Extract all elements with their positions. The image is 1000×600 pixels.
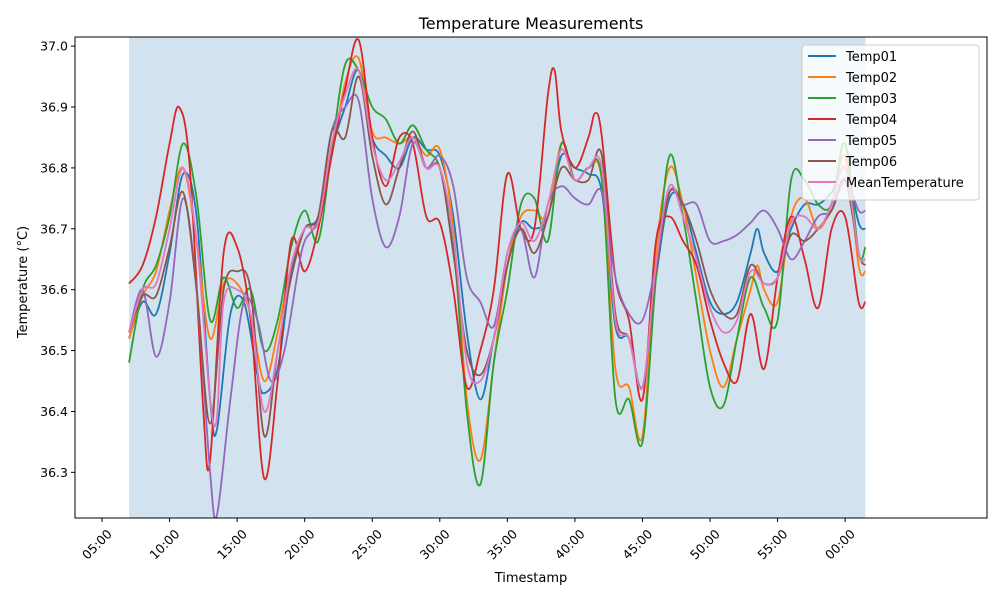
y-tick-label: 36.6 <box>40 282 68 297</box>
legend-box <box>801 44 980 201</box>
y-tick-label: 37.0 <box>40 39 68 54</box>
y-tick-label: 36.3 <box>40 465 68 480</box>
legend-label: MeanTemperature <box>846 176 964 191</box>
legend: Temp01 Temp02 Temp03 Temp04 Temp05 Temp06 Mean… <box>801 44 980 201</box>
y-axis-label: Temperature (°C) <box>16 226 31 339</box>
legend-label: Temp03 <box>845 92 897 107</box>
legend-label: Temp01 <box>845 50 897 65</box>
series-line-temp05 <box>128 93 866 518</box>
series-layer <box>128 38 867 518</box>
shaded-span <box>129 37 866 518</box>
y-tick-label: 36.7 <box>40 221 68 236</box>
legend-label: Temp02 <box>845 71 897 86</box>
plot-frame <box>74 36 988 519</box>
y-tick-label: 36.5 <box>40 343 68 358</box>
x-axis-label: Timestamp <box>494 571 568 586</box>
series-line-meantemperature <box>128 67 867 428</box>
y-axis: 36.3 36.4 36.5 36.6 36.7 36.8 36.9 37.0 <box>40 39 75 480</box>
legend-label: Temp04 <box>845 113 897 128</box>
y-tick-label: 36.4 <box>40 404 68 419</box>
chart-title: Temperature Measurements <box>418 14 644 33</box>
legend-label: Temp05 <box>845 134 897 149</box>
y-tick-label: 36.8 <box>40 160 68 175</box>
legend-label: Temp06 <box>845 155 897 170</box>
y-tick-label: 36.9 <box>40 100 68 115</box>
plot-area <box>74 36 988 519</box>
series-line-temp04 <box>128 38 867 481</box>
